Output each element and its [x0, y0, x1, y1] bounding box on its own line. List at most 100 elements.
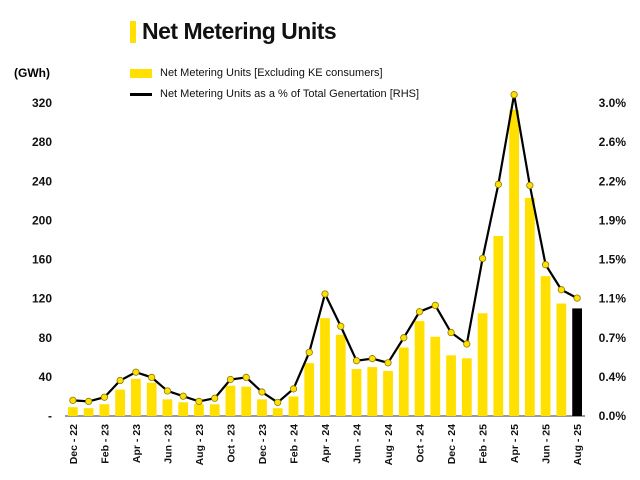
bar-Oct-24	[414, 321, 425, 416]
bar-Dec-23	[257, 399, 267, 416]
bar-Sep-24	[398, 347, 409, 416]
line-point-Sep-23	[211, 394, 219, 402]
line-point-Feb-25	[478, 254, 487, 263]
line-point-May-25	[526, 181, 534, 190]
x-tick-label: Jun - 23	[162, 424, 174, 464]
bar-Mar-23	[115, 389, 126, 416]
y2-tick-label: 2.2%	[599, 174, 627, 188]
line-point-Mar-24	[305, 348, 313, 356]
bar-Aug-24	[383, 371, 393, 416]
x-tick-label: Feb - 24	[288, 424, 300, 464]
x-tick-label: Aug - 24	[383, 424, 395, 466]
line-point-Jan-23	[85, 397, 93, 405]
line-point-Aug-25	[573, 294, 581, 302]
y2-tick-label: 2.6%	[599, 135, 627, 149]
bar-Aug-25	[572, 308, 583, 416]
y-tick-label: -	[48, 409, 52, 423]
y-tick-label: 240	[32, 174, 52, 188]
bar-Mar-25	[493, 236, 504, 416]
y2-tick-label: 3.0%	[599, 96, 627, 110]
legend-swatch-line	[130, 92, 152, 96]
legend-item-bars: Net Metering Units [Excluding KE consume…	[130, 67, 383, 79]
bar-Jul-23	[178, 402, 189, 416]
bar-Jun-25	[540, 276, 551, 416]
line-point-Dec-24	[447, 328, 455, 337]
line-point-May-24	[337, 322, 345, 330]
y-tick-label: 40	[39, 370, 53, 384]
line-point-Jun-25	[542, 261, 550, 269]
bar-Oct-23	[225, 385, 236, 416]
y2-tick-label: 1.9%	[599, 213, 627, 227]
bar-Sep-23	[209, 404, 220, 416]
x-tick-label: Aug - 23	[194, 424, 206, 466]
bar-Aug-23	[194, 404, 204, 416]
x-tick-label: Apr - 23	[131, 424, 143, 463]
legend-swatch-bar	[130, 68, 152, 78]
line-point-Mar-25	[494, 180, 502, 188]
x-tick-label: Dec - 24	[446, 424, 458, 464]
x-tick-label: Jun - 24	[352, 424, 364, 464]
line-point-Aug-24	[384, 359, 392, 367]
y2-tick-label: 1.5%	[599, 253, 627, 267]
y2-tick-label: 1.1%	[599, 292, 627, 306]
chart-title: Net Metering Units	[130, 18, 337, 45]
bar-Apr-25	[509, 109, 519, 417]
line-point-Nov-24	[431, 301, 439, 310]
bar-Nov-24	[430, 336, 441, 416]
y-tick-label: 320	[32, 96, 52, 110]
bar-Jan-23	[83, 408, 94, 416]
x-tick-label: Feb - 23	[99, 424, 111, 464]
line-point-Aug-23	[195, 397, 203, 405]
line-point-Sep-24	[400, 334, 408, 342]
bar-Nov-23	[241, 386, 252, 416]
bar-May-24	[335, 334, 346, 416]
legend-label-line: Net Metering Units as a % of Total Gener…	[160, 88, 420, 100]
line-point-Nov-23	[242, 373, 250, 381]
x-tick-label: Aug - 25	[572, 424, 584, 466]
bar-Dec-24	[446, 355, 456, 416]
bar-May-23	[146, 382, 157, 416]
line-point-Dec-23	[258, 388, 266, 396]
y2-tick-label: 0.4%	[599, 370, 627, 384]
y-axis-label: (GWh)	[14, 66, 50, 80]
y-tick-label: 120	[32, 292, 52, 306]
bar-Mar-24	[304, 363, 315, 416]
line-point-Apr-24	[321, 290, 329, 298]
y2-tick-label: 0.7%	[599, 331, 627, 345]
line-point-Feb-23	[100, 393, 108, 401]
x-tick-label: Oct - 24	[415, 424, 427, 463]
x-tick-label: Dec - 23	[257, 424, 269, 464]
bar-Apr-23	[131, 378, 141, 416]
legend-item-line: Net Metering Units as a % of Total Gener…	[130, 88, 419, 100]
y-tick-label: 160	[32, 253, 52, 267]
line-point-Jul-24	[368, 355, 376, 363]
bar-Feb-25	[477, 313, 488, 416]
bar-Jan-24	[272, 408, 283, 416]
x-tick-label: Jun - 25	[541, 424, 553, 464]
line-point-Mar-23	[116, 376, 124, 385]
line-point-Jun-23	[163, 387, 172, 395]
x-tick-label: Apr - 25	[509, 424, 521, 463]
line-point-Jul-23	[179, 392, 187, 400]
x-tick-label: Dec - 22	[68, 424, 80, 464]
line-point-Feb-24	[289, 385, 298, 393]
y-tick-label: 280	[32, 135, 52, 149]
bar-May-25	[524, 197, 535, 416]
y-tick-label: 80	[39, 331, 53, 345]
x-tick-label: Oct - 23	[225, 424, 237, 463]
y-tick-label: 200	[32, 213, 52, 227]
line-point-Jan-25	[463, 340, 471, 348]
chart-title-text: Net Metering Units	[142, 18, 337, 44]
bar-Feb-24	[288, 396, 299, 416]
line-point-Dec-22	[69, 396, 77, 404]
bar-Dec-22	[67, 407, 78, 416]
line-point-Jul-25	[557, 286, 565, 294]
line-point-Oct-24	[415, 308, 424, 316]
line-point-Jun-24	[352, 357, 361, 365]
bar-Feb-23	[99, 404, 110, 416]
line-point-May-23	[148, 373, 156, 381]
bar-Jun-23	[162, 399, 173, 416]
x-tick-label: Apr - 24	[320, 424, 332, 463]
bar-Jan-25	[461, 358, 472, 416]
